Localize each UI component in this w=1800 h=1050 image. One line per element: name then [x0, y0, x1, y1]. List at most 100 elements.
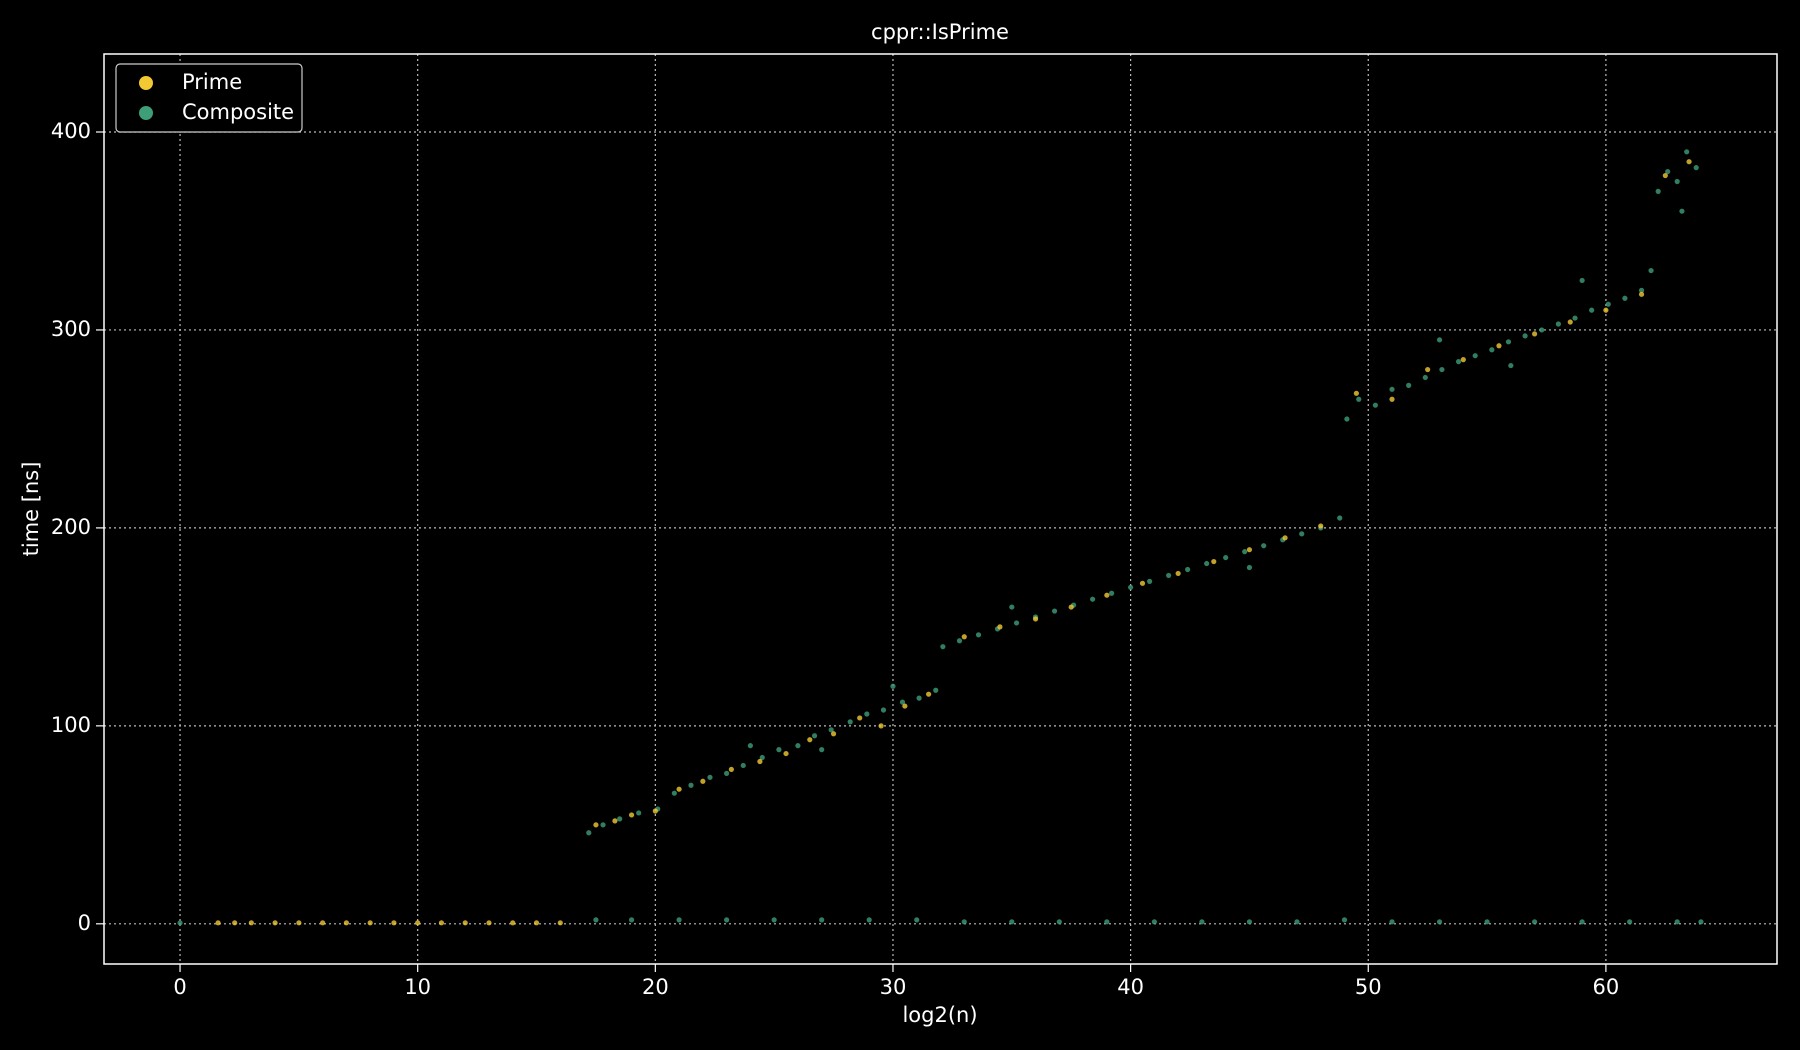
- chart-title: cppr::IsPrime: [871, 20, 1009, 44]
- point: [1425, 366, 1431, 373]
- point: [1389, 396, 1395, 402]
- point: [415, 920, 421, 926]
- point: [593, 822, 599, 828]
- point: [933, 687, 939, 693]
- legend-marker: [139, 106, 153, 120]
- y-axis-label: time [ns]: [19, 462, 43, 557]
- point: [671, 790, 677, 796]
- point: [1389, 919, 1395, 925]
- point: [652, 808, 658, 814]
- point: [795, 743, 801, 749]
- point: [1246, 547, 1253, 553]
- point: [1674, 919, 1680, 925]
- point: [1436, 337, 1443, 343]
- point: [1372, 402, 1378, 408]
- x-tick-label: 20: [642, 975, 669, 999]
- point: [1032, 616, 1039, 622]
- point: [462, 920, 468, 926]
- point: [1674, 178, 1680, 185]
- point: [1422, 374, 1428, 381]
- point: [1185, 566, 1191, 573]
- point: [1679, 208, 1685, 214]
- point: [857, 715, 863, 721]
- point: [1662, 172, 1668, 179]
- point: [1056, 919, 1062, 925]
- y-tick-label: 400: [51, 119, 91, 143]
- point: [676, 917, 682, 923]
- point: [1648, 267, 1654, 274]
- point: [956, 638, 963, 644]
- x-tick-label: 40: [1117, 975, 1144, 999]
- point: [1223, 554, 1229, 561]
- point: [1353, 390, 1359, 396]
- point: [1686, 159, 1692, 165]
- point: [232, 920, 238, 926]
- y-tick-label: 0: [78, 911, 91, 935]
- point: [1294, 919, 1300, 925]
- point: [676, 786, 682, 792]
- point: [1489, 347, 1495, 353]
- point: [1698, 919, 1704, 925]
- point: [771, 917, 777, 923]
- point: [617, 816, 623, 822]
- point: [1104, 592, 1110, 598]
- point: [215, 920, 221, 926]
- point: [557, 920, 563, 926]
- point: [1199, 919, 1205, 925]
- legend-label: Composite: [182, 100, 294, 124]
- point: [1406, 382, 1412, 388]
- point: [1282, 535, 1288, 541]
- point: [1356, 396, 1362, 402]
- point: [1089, 596, 1096, 602]
- point: [940, 644, 946, 650]
- point: [1508, 362, 1514, 369]
- point: [1013, 620, 1020, 626]
- point: [636, 810, 642, 816]
- point: [1532, 919, 1538, 925]
- point: [830, 731, 837, 737]
- point: [1175, 570, 1181, 577]
- point: [1151, 919, 1157, 925]
- point: [926, 691, 932, 697]
- point: [728, 766, 734, 773]
- point: [1532, 331, 1538, 337]
- point: [1665, 168, 1671, 175]
- point: [707, 774, 713, 780]
- point: [975, 632, 982, 638]
- point: [1455, 359, 1462, 365]
- point: [296, 920, 302, 926]
- point: [899, 699, 906, 705]
- point: [828, 727, 834, 733]
- point: [902, 703, 908, 709]
- point: [272, 920, 278, 926]
- point: [1009, 919, 1015, 925]
- point: [997, 624, 1003, 630]
- point: [1051, 608, 1058, 614]
- point: [819, 747, 825, 753]
- point: [1555, 321, 1561, 327]
- point: [1439, 366, 1445, 373]
- point: [1484, 919, 1490, 925]
- point: [1579, 919, 1585, 925]
- point: [864, 711, 870, 717]
- x-axis-label: log2(n): [902, 1003, 977, 1027]
- x-tick-label: 30: [880, 975, 907, 999]
- point: [880, 707, 887, 713]
- point: [1603, 307, 1609, 313]
- point: [776, 747, 782, 753]
- x-tick-label: 60: [1593, 975, 1620, 999]
- point: [759, 754, 765, 761]
- point: [1567, 319, 1573, 325]
- point: [878, 723, 884, 729]
- point: [1246, 919, 1253, 925]
- x-tick-label: 50: [1355, 975, 1382, 999]
- point: [1539, 327, 1545, 333]
- point: [1104, 919, 1110, 925]
- point: [1522, 333, 1528, 339]
- point: [593, 917, 599, 923]
- point: [1147, 578, 1153, 584]
- y-tick-label: 100: [51, 713, 91, 737]
- point: [961, 919, 967, 925]
